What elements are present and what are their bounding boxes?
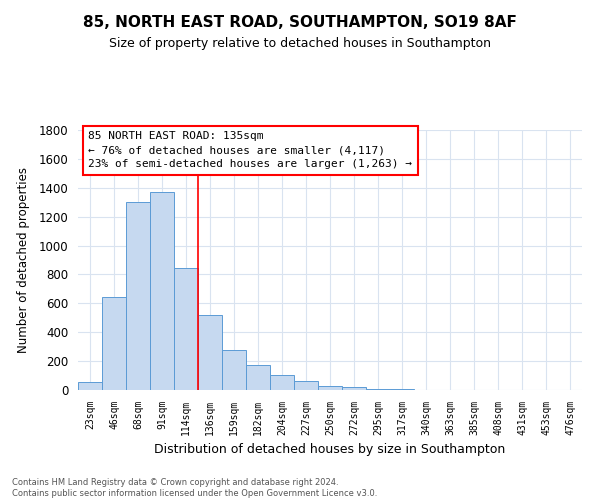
Text: Size of property relative to detached houses in Southampton: Size of property relative to detached ho… — [109, 38, 491, 51]
Bar — [78, 382, 102, 390]
Bar — [318, 386, 342, 390]
Text: 85 NORTH EAST ROAD: 135sqm
← 76% of detached houses are smaller (4,117)
23% of s: 85 NORTH EAST ROAD: 135sqm ← 76% of deta… — [88, 132, 412, 170]
X-axis label: Distribution of detached houses by size in Southampton: Distribution of detached houses by size … — [154, 444, 506, 456]
Bar — [126, 202, 150, 390]
Bar — [222, 350, 246, 390]
Y-axis label: Number of detached properties: Number of detached properties — [17, 167, 30, 353]
Bar — [102, 297, 126, 390]
Bar — [174, 268, 198, 390]
Bar — [294, 380, 318, 390]
Bar — [270, 375, 294, 390]
Text: Contains HM Land Registry data © Crown copyright and database right 2024.
Contai: Contains HM Land Registry data © Crown c… — [12, 478, 377, 498]
Bar — [366, 388, 390, 390]
Bar — [150, 192, 174, 390]
Bar — [246, 364, 270, 390]
Bar — [342, 387, 366, 390]
Text: 85, NORTH EAST ROAD, SOUTHAMPTON, SO19 8AF: 85, NORTH EAST ROAD, SOUTHAMPTON, SO19 8… — [83, 15, 517, 30]
Bar — [198, 315, 222, 390]
